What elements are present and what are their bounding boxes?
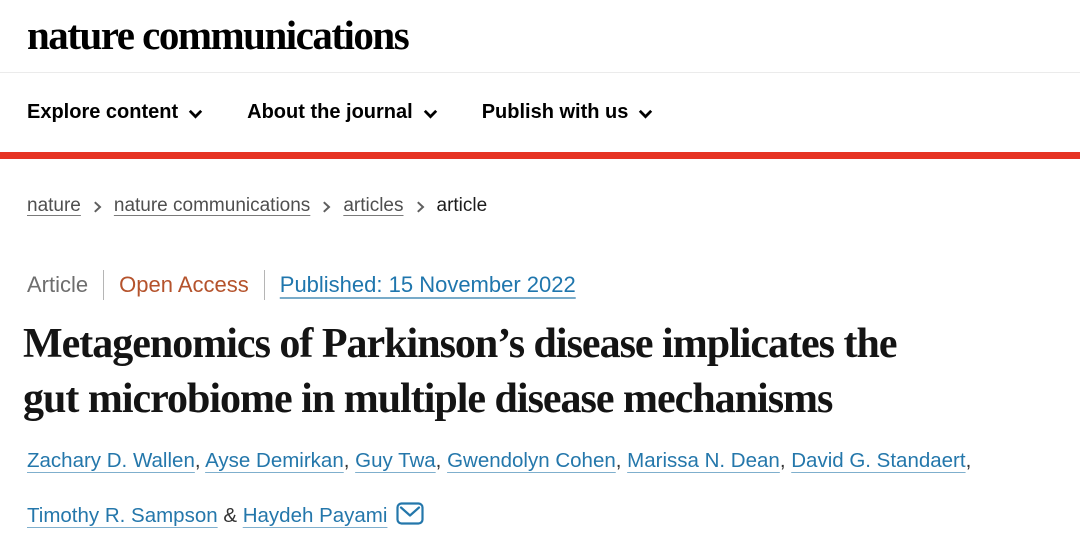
article-title-line: Metagenomics of Parkinson’s disease impl… [23,321,898,367]
masthead: nature communications [0,0,1080,73]
envelope-icon[interactable] [396,502,425,525]
chevron-right-icon [93,200,102,213]
author-separator: , [343,449,356,472]
top-navigation: Explore content About the journal Publis… [0,73,1080,152]
author-link[interactable]: Zachary D. Wallen [27,449,195,472]
brand-red-rule [0,152,1080,159]
author-separator: , [194,449,206,472]
article-type-label: Article [27,272,89,297]
breadcrumb: nature nature communications articles ar… [0,195,1080,217]
author-link[interactable]: David G. Standaert [791,449,966,472]
author-separator: , [965,449,972,472]
nav-label: About the journal [247,101,413,123]
author-separator: , [615,449,628,472]
nav-item-about-the-journal[interactable]: About the journal [247,101,438,124]
breadcrumb-link-nature[interactable]: nature [27,195,81,216]
nav-label: Explore content [27,101,179,123]
authors-line-2: Timothy R. Sampson & Haydeh Payami [27,488,1053,543]
chevron-down-icon [639,109,653,119]
nav-label: Publish with us [481,101,629,123]
article-title-line: gut microbiome in multiple disease mecha… [23,376,833,422]
author-link[interactable]: Gwendolyn Cohen [447,449,616,472]
chevron-right-icon [323,200,331,213]
author-separator: , [435,449,448,472]
journal-logo[interactable]: nature communications [27,12,410,58]
author-link[interactable]: Timothy R. Sampson [27,504,218,527]
meta-divider [103,270,105,300]
breadcrumb-link-articles[interactable]: articles [343,195,404,216]
open-access-badge: Open Access [119,272,249,297]
nav-item-publish-with-us[interactable]: Publish with us [482,101,654,124]
article-meta-row: Article Open Access Published: 15 Novemb… [0,270,1080,300]
author-link[interactable]: Haydeh Payami [242,504,388,527]
article-title: Metagenomics of Parkinson’s disease impl… [23,317,1053,427]
chevron-right-icon [416,200,424,213]
author-list: Zachary D. Wallen, Ayse Demirkan, Guy Tw… [0,433,1080,543]
author-separator: & [217,504,243,527]
author-link[interactable]: Ayse Demirkan [205,449,344,472]
breadcrumb-current-article: article [436,195,488,216]
author-link[interactable]: Marissa N. Dean [627,449,780,472]
nav-item-explore-content[interactable]: Explore content [27,101,203,124]
meta-divider [263,270,265,300]
breadcrumb-link-nature-communications[interactable]: nature communications [113,195,311,216]
published-date-link[interactable]: Published: 15 November 2022 [279,272,576,297]
chevron-down-icon [188,109,203,119]
author-separator: , [779,449,792,472]
author-link[interactable]: Guy Twa [355,449,436,472]
chevron-down-icon [423,109,437,119]
authors-line-1: Zachary D. Wallen, Ayse Demirkan, Guy Tw… [27,433,1053,488]
